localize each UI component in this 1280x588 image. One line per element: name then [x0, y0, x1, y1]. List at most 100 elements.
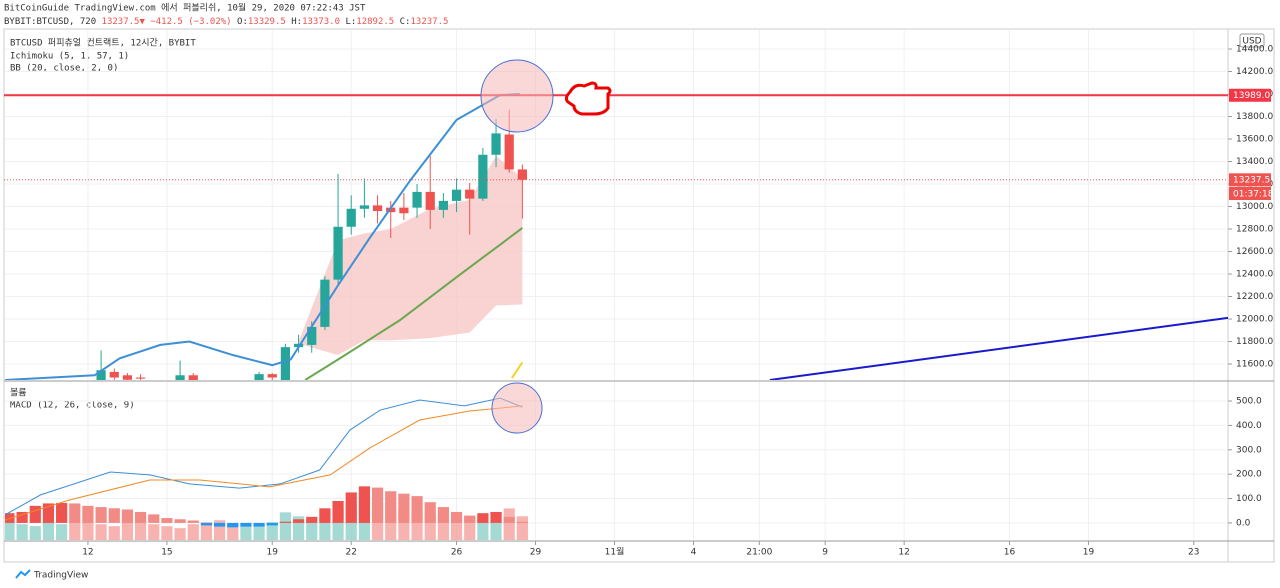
- histogram-bar: [385, 491, 397, 523]
- logo: [15, 569, 31, 579]
- candle-body: [254, 374, 264, 380]
- x-tick-label: 23: [1188, 548, 1199, 558]
- price-label: 13237.5: [1233, 175, 1270, 185]
- x-tick-label: 16: [1004, 548, 1016, 558]
- volume-bar: [174, 528, 186, 540]
- histogram-bar: [121, 509, 134, 523]
- candle-body: [359, 205, 370, 209]
- histogram-bar: [516, 521, 528, 523]
- candle-body: [122, 375, 133, 380]
- x-tick-label: 22: [346, 548, 357, 558]
- histogram-bar: [161, 518, 173, 523]
- candle-body: [425, 191, 435, 210]
- candle-body: [333, 226, 343, 280]
- volume-bar: [69, 522, 81, 540]
- volume-bar: [490, 512, 502, 540]
- volume-bar: [477, 518, 489, 540]
- pane: [5, 382, 1228, 540]
- header-title: BitCoinGuide TradingView.com 에서 퍼블리쉬, 10…: [4, 2, 366, 14]
- cv: 13237.5: [410, 17, 448, 27]
- candle-body: [517, 169, 527, 180]
- candle-body: [280, 347, 291, 380]
- price-label-box: [1229, 88, 1271, 102]
- ov: 13329.5: [248, 17, 286, 27]
- histogram-bar: [213, 522, 226, 527]
- frame: [3, 28, 1275, 563]
- volume-bar: [16, 524, 28, 540]
- candle-body: [109, 371, 119, 378]
- histogram-bar: [411, 496, 423, 523]
- x-tick-label: 19: [1083, 548, 1095, 558]
- volume-bar: [464, 516, 476, 540]
- legend: 볼륨: [10, 388, 27, 399]
- legend: BB (20, close, 2, 0): [10, 64, 118, 74]
- volume-bar: [148, 524, 160, 540]
- histogram-bar: [174, 519, 186, 523]
- volume-bar: [437, 518, 449, 540]
- currency: USD: [1242, 37, 1261, 47]
- x-tick-label: 11월: [605, 546, 625, 558]
- histogram-bar: [398, 493, 410, 523]
- histogram-bar: [358, 486, 370, 523]
- y-tick-label: 500.0: [1236, 397, 1262, 407]
- o: O:: [237, 17, 248, 27]
- volume-bar: [42, 522, 55, 540]
- x-tick-label: 29: [530, 548, 542, 558]
- histogram-bar: [345, 492, 357, 523]
- histogram-bar: [227, 522, 239, 528]
- candle-body: [399, 207, 409, 214]
- legend: Ichimoku (5, 1, 57, 1): [10, 52, 129, 62]
- indicator-line: [304, 227, 523, 380]
- histogram-bar: [437, 507, 449, 523]
- volume-bar: [411, 510, 423, 540]
- histogram-bar: [464, 515, 476, 523]
- footer: TradingView: [33, 571, 88, 581]
- currency-box[interactable]: [1239, 33, 1265, 48]
- candle-body: [96, 370, 106, 380]
- histogram-bar: [187, 520, 199, 523]
- candle-body: [175, 375, 185, 380]
- change: −412.5 (−3.02%): [150, 17, 231, 27]
- y-tick-label: 12600.0: [1236, 247, 1273, 257]
- histogram-bar: [82, 505, 94, 523]
- volume-bar: [292, 516, 305, 540]
- last: 13237.5▼: [102, 17, 146, 27]
- histogram-bar: [424, 502, 436, 523]
- histogram-bar: [135, 511, 147, 523]
- volume-bar: [503, 508, 515, 540]
- highlight-circle: [480, 59, 554, 133]
- l: L:: [345, 17, 356, 27]
- macd-line: [5, 397, 523, 516]
- volume-bar: [213, 520, 226, 540]
- volume-bar: [29, 526, 41, 540]
- x-tick-label: 12: [82, 548, 93, 558]
- hv: 13373.0: [302, 17, 340, 27]
- x-tick-label: 4: [691, 548, 697, 558]
- histogram-bar: [69, 503, 81, 523]
- h: H:: [291, 17, 302, 27]
- y-tick-label: 12800.0: [1236, 225, 1273, 235]
- highlight-circle: [491, 382, 543, 434]
- x-tick-label: 26: [451, 548, 463, 558]
- candle-body: [451, 189, 462, 201]
- lv: 12892.5: [356, 17, 394, 27]
- histogram-bar: [279, 521, 292, 523]
- volume-bar: [319, 518, 331, 540]
- trend-line: [769, 316, 1228, 380]
- x-tick-label: 21:00: [746, 548, 772, 558]
- candle-body: [438, 200, 448, 210]
- histogram-bar: [16, 511, 28, 523]
- histogram-bar: [95, 507, 107, 523]
- legend: BTCUSD 퍼피츄얼 컨트랙트, 12시간, BYBIT: [10, 38, 196, 49]
- y-tick-label: 11600.0: [1236, 360, 1273, 370]
- x-tick-label: 15: [161, 548, 172, 558]
- volume-bar: [82, 516, 94, 540]
- candle-body: [412, 191, 422, 208]
- candle-body: [491, 133, 501, 155]
- macd-line: [5, 405, 523, 521]
- candle-body: [135, 377, 146, 379]
- y-tick-label: 0.0: [1236, 518, 1251, 528]
- x-tick-label: 9: [822, 548, 828, 558]
